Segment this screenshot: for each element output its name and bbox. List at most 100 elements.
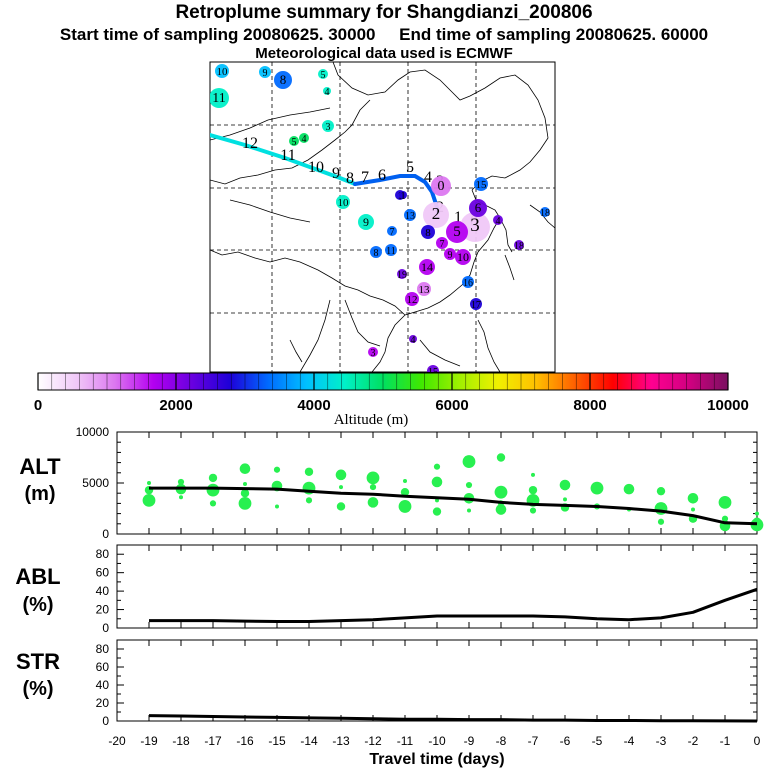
y-tick-label: 40 [96, 584, 110, 598]
trajectory-day-label: 6 [378, 167, 386, 184]
border-line [299, 299, 331, 372]
day-marker-label: 10 [338, 197, 350, 209]
x-tick-label: -13 [332, 734, 350, 748]
alt-point [275, 504, 279, 509]
trajectory-day-label: 1 [454, 209, 462, 226]
day-marker-label: 16 [463, 278, 473, 289]
panel-ylabel: ABL [15, 564, 60, 589]
panel-ylabel: ALT [19, 454, 61, 479]
coastlines-borders [210, 62, 555, 372]
colorbar-tick-label: 6000 [435, 397, 468, 414]
day-marker-label: 18 [540, 208, 550, 219]
alt-point [142, 493, 156, 507]
day-marker [427, 365, 439, 372]
alt-point [467, 508, 471, 513]
border-line [344, 299, 381, 347]
day-marker [289, 136, 299, 146]
panel-ylabel: STR [16, 649, 60, 674]
border-line [477, 319, 501, 372]
alt-point [240, 489, 250, 498]
alt-point [462, 455, 476, 468]
x-tick-label: -8 [496, 734, 507, 748]
day-marker-label: 3 [371, 348, 376, 359]
border-line [504, 254, 515, 281]
alt-point [335, 469, 347, 481]
day-marker-label: 11 [212, 91, 225, 106]
day-marker [215, 64, 229, 78]
day-marker [431, 176, 451, 196]
day-marker [462, 276, 474, 288]
day-marker [493, 215, 503, 225]
map-panel: 1211109876543210 10985411354109137811151… [209, 61, 556, 373]
y-tick-label: 60 [96, 660, 110, 674]
alt-point [369, 483, 377, 491]
y-tick-label: 0 [102, 527, 109, 541]
x-tick-label: -7 [528, 734, 539, 748]
alt-point [755, 511, 759, 516]
x-tick-label: -3 [656, 734, 667, 748]
alt-point [243, 482, 247, 487]
day-marker-label: 8 [280, 72, 287, 87]
alt-point [431, 476, 443, 488]
panel-frame [116, 639, 758, 722]
alt-point [367, 497, 379, 508]
day-marker-label: 19 [397, 270, 407, 281]
x-tick-label: -14 [300, 734, 318, 748]
alt-point [400, 487, 410, 497]
alt-point [563, 497, 567, 502]
x-tick-label: -6 [560, 734, 571, 748]
y-tick-label: 20 [96, 603, 110, 617]
series-line [149, 486, 758, 526]
x-tick-label: -4 [624, 734, 635, 748]
day-marker [469, 199, 487, 217]
alt-point [623, 483, 635, 495]
alt-point [433, 463, 441, 470]
chart-title: Retroplume summary for Shangdianzi_20080… [175, 2, 593, 23]
day-marker-label: 1 [401, 191, 406, 202]
alt-point [209, 500, 217, 507]
day-marker [323, 87, 331, 95]
day-marker [358, 214, 374, 230]
day-marker-label: 9 [263, 68, 268, 79]
x-tick-label: -11 [397, 734, 414, 748]
day-marker [409, 335, 417, 343]
x-tick-label: 0 [754, 734, 761, 748]
colorbar-title: Altitude (m) [334, 412, 409, 428]
trajectory-day-label: 8 [346, 170, 354, 187]
day-marker [419, 259, 435, 275]
alt-point [750, 518, 764, 532]
y-tick-label: 10000 [76, 425, 110, 439]
day-marker-label: 2 [432, 204, 441, 223]
day-marker-label: 9 [363, 215, 369, 229]
day-marker-label: 8 [374, 248, 379, 259]
day-marker-label: 10 [217, 66, 229, 78]
alt-point [529, 507, 537, 514]
colorbar: 0 2000 4000 6000 8000 10000 Altitude (m) [34, 372, 749, 428]
alt-point [531, 472, 535, 477]
trajectory-day-label: 11 [280, 147, 295, 164]
x-tick-label: -9 [464, 734, 475, 748]
colorbar-tick-label: 8000 [573, 397, 606, 414]
day-marker [470, 298, 482, 310]
timeseries-panels: ALT (m) 0 5000 10000 ABL (%) 0 20 40 60 80 STR (%) 0 20… [15, 425, 764, 748]
day-marker-label: 12 [407, 294, 418, 306]
panel-yunits: (%) [22, 678, 53, 700]
day-marker-label: 4 [302, 134, 307, 145]
met-data-label: Meteorological data used is ECMWF [255, 45, 513, 62]
day-marker-label: 4 [496, 216, 501, 227]
x-tick-label: -17 [204, 734, 222, 748]
map-frame [209, 61, 556, 373]
panel-str: STR (%) 0 20 40 60 80 [16, 639, 758, 728]
panel-yunits: (%) [22, 594, 53, 616]
alt-point [177, 478, 185, 486]
day-marker-label: 6 [475, 200, 482, 215]
trajectory-day-label: 7 [361, 169, 369, 186]
day-marker [318, 69, 328, 79]
day-marker-label: 3 [470, 215, 480, 236]
alt-point [403, 478, 407, 483]
border-line [499, 217, 513, 253]
alt-point [590, 481, 604, 495]
x-tick-label: -10 [428, 734, 446, 748]
day-marker [444, 248, 456, 260]
y-tick-label: 80 [96, 642, 110, 656]
